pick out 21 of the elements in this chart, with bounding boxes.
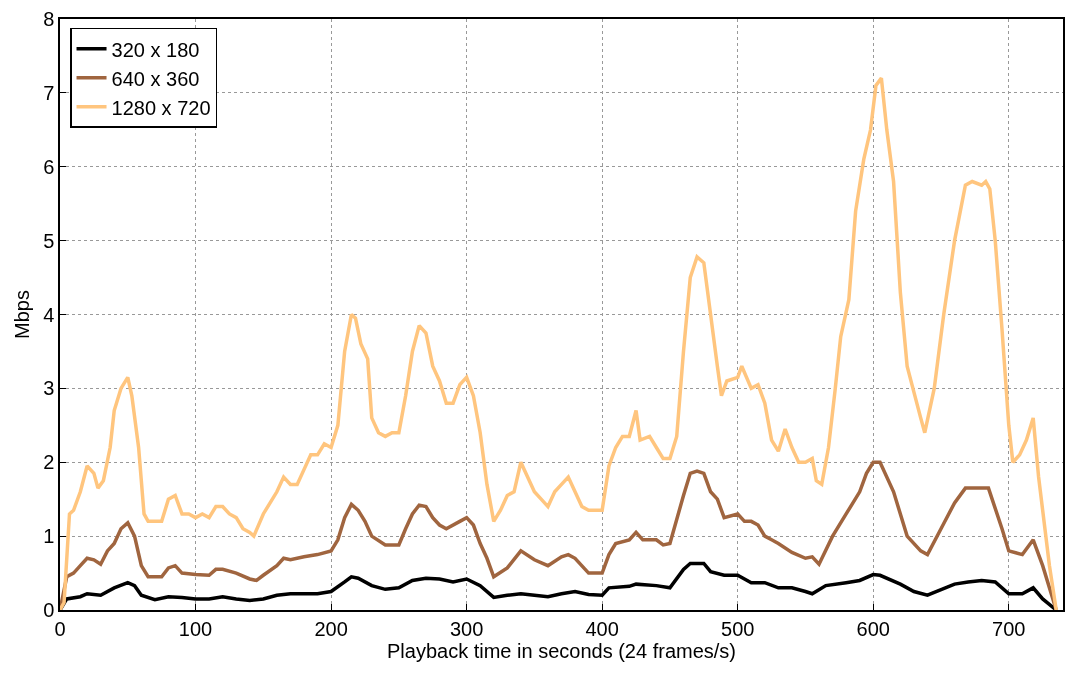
legend-label: 320 x 180 bbox=[111, 38, 200, 61]
x-tick-label: 300 bbox=[449, 617, 484, 640]
y-tick-label: 4 bbox=[43, 303, 55, 326]
legend-label: 1280 x 720 bbox=[111, 96, 211, 119]
y-tick-label: 5 bbox=[43, 229, 55, 252]
x-tick-label: 200 bbox=[314, 617, 348, 640]
x-tick-label: 400 bbox=[585, 617, 619, 640]
y-tick-label: 2 bbox=[43, 451, 55, 474]
x-tick-label: 100 bbox=[178, 617, 213, 640]
y-axis-title: Mbps bbox=[11, 290, 34, 339]
y-tick-label: 8 bbox=[43, 8, 55, 30]
x-tick-label: 500 bbox=[721, 617, 755, 640]
x-tick-label: 700 bbox=[992, 617, 1026, 640]
y-tick-label: 6 bbox=[43, 155, 55, 178]
y-tick-label: 1 bbox=[43, 525, 55, 548]
legend-label: 640 x 360 bbox=[111, 67, 200, 90]
y-tick-label: 3 bbox=[43, 377, 55, 400]
y-tick-label: 0 bbox=[43, 599, 55, 621]
y-tick-label: 7 bbox=[43, 81, 55, 104]
x-tick-label: 600 bbox=[856, 617, 890, 640]
x-axis-title: Playback time in seconds (24 frames/s) bbox=[386, 639, 737, 662]
